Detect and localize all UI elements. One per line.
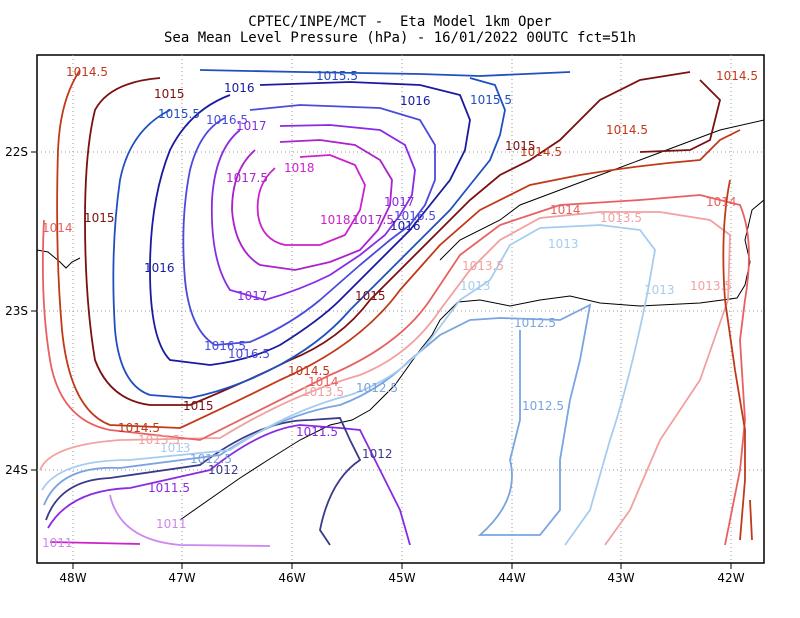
grid — [37, 55, 764, 563]
isobar-line-1014-5 — [56, 69, 753, 541]
isobar-line-1014 — [41, 194, 750, 546]
contour-label-1015-5: 1015.5 — [158, 107, 200, 121]
contour-label-1015: 1015 — [355, 289, 386, 303]
contour-label-1013: 1013 — [460, 279, 491, 293]
contour-label-1013-5: 1013.5 — [462, 259, 504, 273]
isobar-line-1011-5 — [47, 424, 411, 546]
contour-label-1015-5: 1015.5 — [470, 93, 512, 107]
x-tick-label: 48W — [59, 571, 86, 585]
contour-label-1015: 1015 — [183, 399, 214, 413]
contour-label-1014: 1014 — [42, 221, 73, 235]
contour-label-1014-5: 1014.5 — [716, 69, 758, 83]
contour-label-1013: 1013 — [160, 441, 191, 455]
isobar-line-1018 — [256, 154, 366, 246]
x-tick-label: 44W — [498, 571, 525, 585]
isobar-line-1016 — [149, 81, 471, 366]
contour-label-1016: 1016 — [400, 94, 431, 108]
coastline — [36, 119, 765, 521]
contour-label-1012-5: 1012.5 — [522, 399, 564, 413]
isobar-line-1013 — [41, 224, 656, 546]
isobar-line-1017 — [210, 124, 416, 301]
contour-label-1014: 1014 — [706, 195, 737, 209]
contour-label-1017-5: 1017.5 — [352, 213, 394, 227]
chart-title-line2: Sea Mean Level Pressure (hPa) - 16/01/20… — [163, 30, 636, 46]
y-tick-labels: 22S 23S 24S — [5, 145, 28, 477]
contour-label-1015: 1015 — [154, 87, 185, 101]
x-tick-label: 45W — [388, 571, 415, 585]
contour-label-1018: 1018 — [320, 213, 351, 227]
x-tick-label: 47W — [168, 571, 195, 585]
isobar-lines — [39, 69, 753, 547]
contour-label-1012: 1012 — [208, 463, 239, 477]
contour-label-1015: 1015 — [505, 139, 536, 153]
isobar-line-1011 — [49, 541, 141, 545]
contour-label-1014-5: 1014.5 — [66, 65, 108, 79]
x-tick-label: 43W — [607, 571, 634, 585]
contour-labels: 1011 1011 1011.5 1011.5 1012 1012 1012.5… — [42, 65, 758, 550]
contour-label-1016-5: 1016.5 — [228, 347, 270, 361]
contour-label-1014: 1014 — [550, 203, 581, 217]
contour-label-1011: 1011 — [156, 517, 187, 531]
isobar-line-1016-5 — [182, 104, 436, 346]
contour-label-1013-5: 1013.5 — [600, 211, 642, 225]
contour-label-1014-5: 1014.5 — [118, 421, 160, 435]
y-tick-label: 22S — [5, 145, 28, 159]
y-tick-label: 23S — [5, 304, 28, 318]
contour-label-1016: 1016 — [144, 261, 175, 275]
contour-label-1018: 1018 — [284, 161, 315, 175]
contour-label-1012: 1012 — [362, 447, 393, 461]
contour-label-1014-5: 1014.5 — [288, 364, 330, 378]
contour-label-1016: 1016 — [390, 219, 421, 233]
isobar-line-1015-5 — [112, 69, 571, 399]
contour-label-1011-5: 1011.5 — [296, 425, 338, 439]
contour-label-1014-5: 1014.5 — [520, 145, 562, 159]
contour-label-1013-5: 1013.5 — [138, 433, 180, 447]
contour-label-1012-5: 1012.5 — [514, 316, 556, 330]
x-tick-labels: 48W 47W 46W 45W 44W 43W 42W — [59, 571, 744, 585]
contour-label-1017: 1017 — [384, 195, 415, 209]
contour-label-1016-5: 1016.5 — [206, 113, 248, 127]
contour-label-1011: 1011 — [42, 536, 73, 550]
contour-label-1012-5: 1012.5 — [190, 452, 232, 466]
contour-label-1013-5: 1013.5 — [302, 385, 344, 399]
contour-label-1013: 1013 — [548, 237, 579, 251]
chart-title-line1: CPTEC/INPE/MCT - Eta Model 1km Oper — [248, 14, 552, 30]
isobar-line-1011 — [109, 494, 271, 547]
contour-label-1017: 1017 — [237, 289, 268, 303]
x-tick-label: 42W — [717, 571, 744, 585]
isobar-line-1017-5 — [231, 139, 393, 271]
contour-label-1016-5: 1016.5 — [394, 209, 436, 223]
tick-marks — [31, 151, 732, 569]
contour-label-1012-5: 1012.5 — [356, 381, 398, 395]
isobar-line-1012-5 — [43, 303, 592, 536]
contour-label-1015: 1015 — [84, 211, 115, 225]
contour-label-1014-5: 1014.5 — [606, 123, 648, 137]
contour-label-1017-5: 1017.5 — [226, 171, 268, 185]
contour-label-1013-5: 1013.5 — [690, 279, 732, 293]
contour-label-1016-5: 1016.5 — [204, 339, 246, 353]
map-frame — [36, 54, 765, 564]
isobar-line-1015 — [84, 71, 721, 406]
x-tick-label: 46W — [278, 571, 305, 585]
contour-label-1017: 1017 — [236, 119, 267, 133]
contour-label-1014: 1014 — [308, 375, 339, 389]
contour-label-1016: 1016 — [224, 81, 255, 95]
contour-label-1013: 1013 — [644, 283, 675, 297]
y-tick-label: 24S — [5, 463, 28, 477]
contour-label-1015-5: 1015.5 — [316, 69, 358, 83]
isobar-line-1013-5 — [39, 211, 731, 546]
contour-label-1011-5: 1011.5 — [148, 481, 190, 495]
